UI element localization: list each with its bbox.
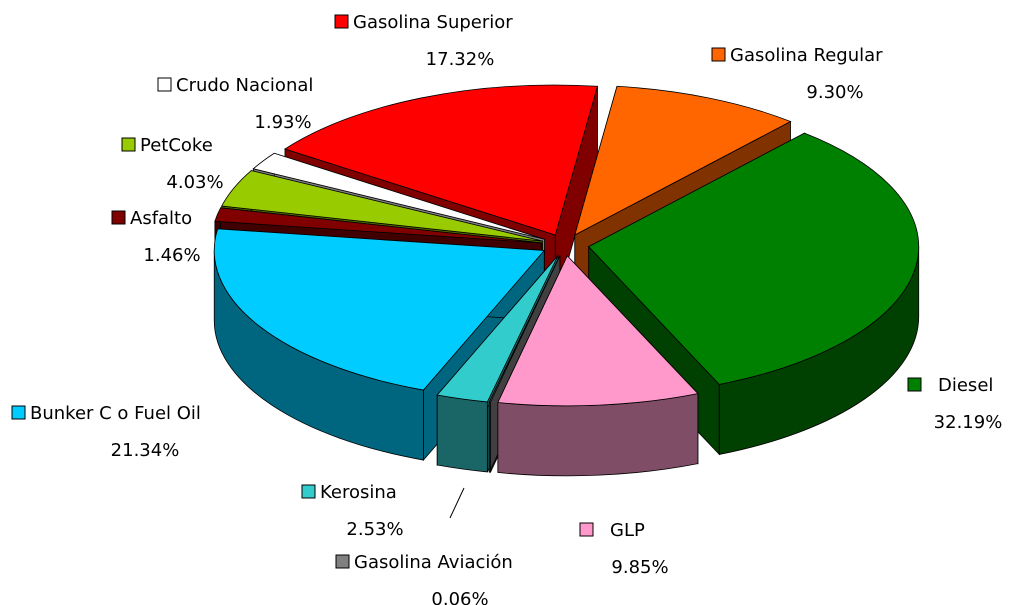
legend-swatch xyxy=(711,47,726,62)
slice xyxy=(252,152,545,240)
slice-tops xyxy=(213,84,920,407)
value-label: 21.34% xyxy=(111,440,180,461)
slice-outer-wall xyxy=(488,401,491,473)
value-label: 17.32% xyxy=(426,49,495,70)
value-label: 9.85% xyxy=(611,557,668,578)
legend-swatch xyxy=(301,484,316,499)
legend-swatch xyxy=(335,554,350,569)
value-label: 4.03% xyxy=(166,172,223,193)
slice xyxy=(574,85,792,236)
slice xyxy=(588,132,920,385)
slice xyxy=(436,255,559,403)
slice xyxy=(284,84,599,236)
legend-swatch xyxy=(334,14,349,29)
slice-label: Asfalto xyxy=(130,208,192,229)
slice-label: Crudo Nacional xyxy=(176,75,313,96)
value-label: 0.06% xyxy=(431,589,488,605)
slice-label: Diesel xyxy=(938,375,993,396)
value-label: 1.46% xyxy=(143,245,200,266)
slice-label: Gasolina Superior xyxy=(353,12,513,33)
value-label: 2.53% xyxy=(346,519,403,540)
legend-swatch xyxy=(121,137,136,152)
slice-label: Bunker C o Fuel Oil xyxy=(30,403,201,424)
slice-label: Kerosina xyxy=(320,482,397,503)
value-label: 32.19% xyxy=(934,412,1003,433)
slice xyxy=(213,228,546,391)
legend-swatch xyxy=(907,377,922,392)
slice xyxy=(497,255,699,407)
value-label: 9.30% xyxy=(806,82,863,103)
legend-swatch xyxy=(579,522,594,537)
slice-outer-wall xyxy=(497,393,699,477)
slice-label: GLP xyxy=(610,520,645,541)
leader-line xyxy=(449,487,465,519)
legend-swatch xyxy=(157,77,172,92)
slice-label: PetCoke xyxy=(140,135,213,156)
slice-label: Gasolina Aviación xyxy=(354,552,513,573)
slice xyxy=(214,207,542,244)
slice-outer-wall xyxy=(436,394,488,473)
slice xyxy=(488,255,561,403)
legend-swatch xyxy=(111,210,126,225)
slice xyxy=(221,170,543,242)
slice-label: Gasolina Regular xyxy=(730,45,883,66)
value-label: 1.93% xyxy=(254,112,311,133)
legend-swatch xyxy=(11,405,26,420)
